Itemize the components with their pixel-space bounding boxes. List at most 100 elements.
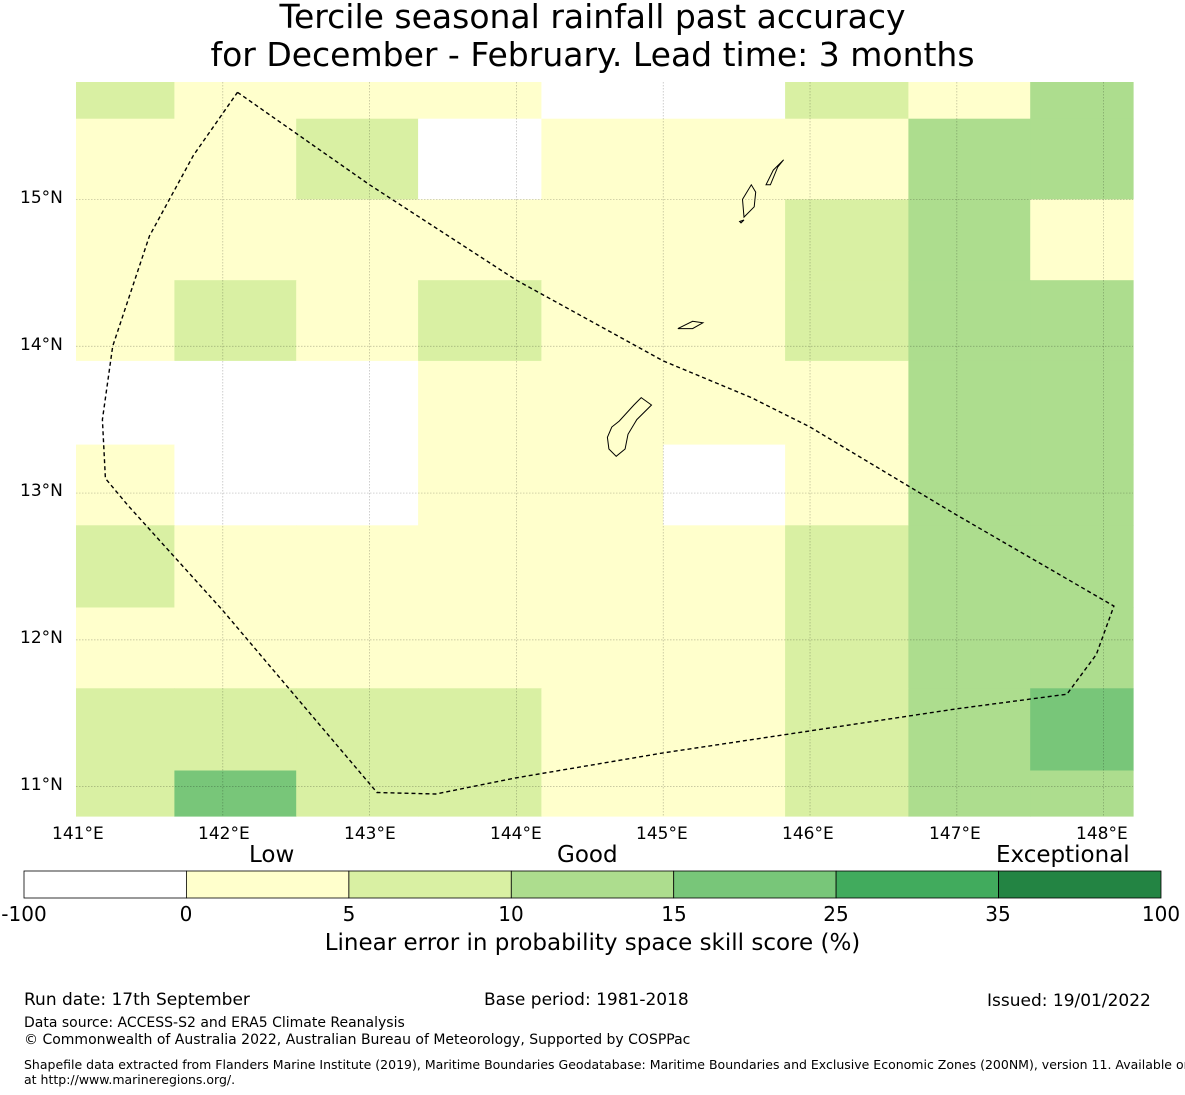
skill-cell	[296, 525, 419, 609]
skill-cell	[296, 688, 419, 772]
skill-cell	[541, 82, 664, 120]
skill-cell	[785, 199, 909, 281]
skill-cell	[296, 82, 419, 120]
base-period: Base period: 1981-2018	[484, 990, 689, 1010]
lon-label-145: 145°E	[636, 824, 688, 844]
skill-cell	[908, 199, 1031, 281]
skill-cell	[174, 688, 297, 772]
skill-cell	[663, 688, 786, 772]
skill-cell	[418, 118, 542, 200]
skill-cell	[174, 770, 297, 817]
skill-cell	[418, 199, 542, 281]
colorbar-swatch	[998, 870, 1162, 899]
skill-cell	[785, 82, 909, 120]
skill-cell	[908, 82, 1031, 120]
skill-cell	[76, 444, 175, 526]
skill-cell	[908, 607, 1031, 689]
issued-date: Issued: 19/01/2022	[987, 991, 1151, 1011]
skill-cell	[1030, 360, 1134, 446]
skill-cell	[785, 444, 909, 526]
colorbar-tick: 15	[661, 902, 687, 926]
island-coastline	[677, 320, 705, 330]
skill-cell	[663, 525, 786, 609]
skill-cell	[174, 82, 297, 120]
category-label-exceptional: Exceptional	[996, 842, 1130, 868]
skill-cell	[418, 360, 542, 446]
skill-cell	[908, 444, 1031, 526]
category-label-good: Good	[557, 842, 618, 868]
skill-cell	[1030, 525, 1134, 609]
skill-cell	[174, 199, 297, 281]
colorbar-tick: 10	[498, 902, 524, 926]
skill-cell	[541, 525, 664, 609]
colorbar-swatch	[185, 870, 350, 899]
skill-cell	[296, 118, 419, 200]
eez-boundary	[101, 91, 1115, 795]
skill-cell	[785, 360, 909, 446]
island-coastline	[741, 183, 757, 219]
graticule-layer	[76, 82, 1133, 816]
eez-boundary-layer	[101, 91, 1115, 795]
skill-cell	[174, 444, 297, 526]
lat-label-14: 14°N	[20, 335, 63, 355]
skill-cell	[76, 525, 175, 609]
chart-title-line-1: Tercile seasonal rainfall past accuracy	[279, 0, 906, 36]
skill-cell	[76, 118, 175, 200]
skill-cell	[76, 607, 175, 689]
lat-label-12: 12°N	[20, 628, 63, 648]
skill-cell	[174, 118, 297, 200]
skill-cell	[785, 688, 909, 772]
colorbar-swatch	[835, 870, 999, 899]
skill-cell	[418, 444, 542, 526]
skill-cell	[174, 280, 297, 362]
shapefile-credit-line-2: at http://www.marineregions.org/.	[24, 1072, 236, 1087]
chart-title-line-2: for December - February. Lead time: 3 mo…	[210, 35, 975, 74]
skill-cell	[541, 770, 664, 817]
skill-cell	[418, 82, 542, 120]
lon-label-141: 141°E	[52, 824, 104, 844]
skill-cell	[418, 607, 542, 689]
skill-cells-layer	[76, 82, 1134, 817]
skill-cell	[174, 607, 297, 689]
skill-cell	[541, 688, 664, 772]
shapefile-credit-line-1: Shapefile data extracted from Flanders M…	[24, 1057, 1185, 1072]
run-date: Run date: 17th September	[24, 990, 250, 1010]
skill-cell	[785, 280, 909, 362]
skill-cell	[785, 607, 909, 689]
skill-cell	[541, 199, 664, 281]
category-label-low: Low	[249, 842, 295, 868]
skill-cell	[541, 280, 664, 362]
skill-cell	[418, 688, 542, 772]
skill-cell	[76, 199, 175, 281]
skill-cell	[663, 118, 786, 200]
lon-label-148: 148°E	[1076, 824, 1128, 844]
skill-cell	[296, 444, 419, 526]
lat-label-11: 11°N	[20, 775, 63, 795]
skill-cell	[296, 360, 419, 446]
colorbar-tick: 5	[342, 902, 356, 926]
lon-label-143: 143°E	[344, 824, 396, 844]
skill-cell	[663, 280, 786, 362]
skill-cell	[76, 770, 175, 817]
skill-cell	[76, 688, 175, 772]
skill-cell	[663, 444, 786, 526]
colorbar-axis-label: Linear error in probability space skill …	[324, 930, 861, 956]
colorbar-tick: 35	[985, 902, 1011, 926]
lon-label-144: 144°E	[490, 824, 542, 844]
data-source: Data source: ACCESS-S2 and ERA5 Climate …	[24, 1015, 405, 1031]
skill-cell	[785, 770, 909, 817]
skill-cell	[1030, 118, 1134, 200]
skill-cell	[541, 607, 664, 689]
skill-cell	[1030, 444, 1134, 526]
skill-cell	[1030, 607, 1134, 689]
skill-cell	[1030, 770, 1134, 817]
island-coastline	[765, 159, 784, 186]
skill-cell	[76, 82, 175, 120]
colorbar-tick: -100	[1, 902, 47, 926]
colorbar-swatch	[348, 870, 512, 899]
skill-cell	[663, 770, 786, 817]
skill-cell	[1030, 280, 1134, 362]
skill-cell	[76, 280, 175, 362]
skill-cell	[663, 199, 786, 281]
